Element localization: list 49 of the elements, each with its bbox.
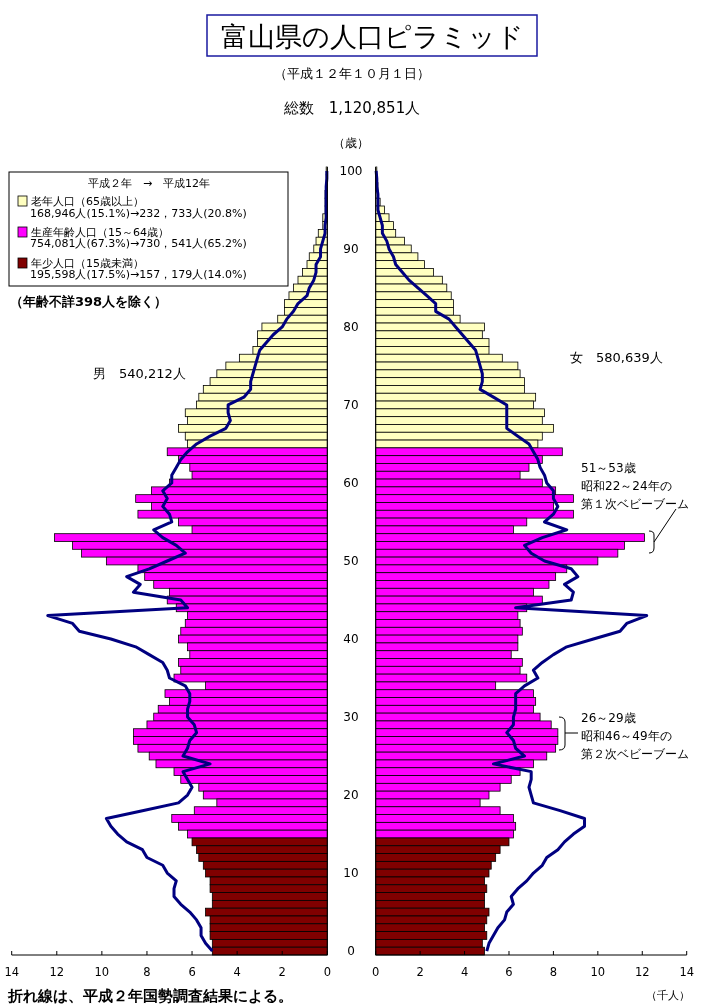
y-tick-label: 40 xyxy=(343,632,359,647)
x-tick-label: 12 xyxy=(49,965,65,979)
annotation: 754,081人(67.3%)→730，541人(65.2%) xyxy=(30,237,247,250)
x-tick-label: 0 xyxy=(323,965,331,979)
annotation: 昭和22～24年の xyxy=(581,479,672,493)
y-tick-label: 0 xyxy=(347,944,355,959)
x-tick-label: 8 xyxy=(549,965,558,979)
y-tick-label: 90 xyxy=(343,241,359,256)
x-tick-label: 6 xyxy=(505,965,513,979)
x-tick-label: 2 xyxy=(278,965,286,979)
annotation: 195,598人(17.5%)→157，179人(14.0%) xyxy=(30,268,247,281)
text: 折れ線は、平成２年国勢調査結果による。 xyxy=(7,987,293,1005)
annotation: 女 580,639人 xyxy=(570,350,663,365)
y-tick-label: 30 xyxy=(343,710,359,725)
y-tick-label: 100 xyxy=(339,163,363,178)
x-tick-label: 8 xyxy=(143,965,151,979)
annotation: 51～53歳 xyxy=(581,461,636,475)
x-tick-label: 4 xyxy=(233,965,241,979)
x-tick-label: 12 xyxy=(634,965,650,979)
y-tick-label: 70 xyxy=(343,397,359,412)
text: 総数 1,120,851人 xyxy=(282,99,421,117)
x-tick-label: 2 xyxy=(416,965,424,979)
legend-title: 平成２年 → 平成12年 xyxy=(87,177,211,190)
x-tick-label: 6 xyxy=(188,965,196,979)
x-tick-label: 14 xyxy=(4,965,20,979)
x-tick-label: 14 xyxy=(679,965,695,979)
annotation: 男 540,212人 xyxy=(93,366,186,381)
chart-subtitle: （平成１２年１０月１日） xyxy=(274,66,430,81)
annotation: 昭和46～49年の xyxy=(581,729,672,743)
legend-label: 生産年齢人口（15～64歳） xyxy=(31,226,169,239)
y-tick-label: 50 xyxy=(343,554,359,568)
y-tick-label: 80 xyxy=(343,319,359,334)
x-tick-label: 0 xyxy=(372,965,380,979)
legend-label: 老年人口（65歳以上） xyxy=(31,195,144,208)
y-tick-label: 60 xyxy=(343,475,359,490)
y-tick-label: 20 xyxy=(343,788,359,803)
annotation: 第２次ベビーブーム xyxy=(581,747,689,761)
annotation: 第１次ベビーブーム xyxy=(581,497,689,511)
annotation: （年齢不詳398人を除く） xyxy=(10,294,168,309)
annotation: 26～29歳 xyxy=(581,711,636,725)
x-tick-label: 4 xyxy=(460,965,469,979)
legend-label: 年少人口（15歳未満） xyxy=(31,257,144,270)
x-tick-label: 10 xyxy=(590,965,606,979)
annotation: 168,946人(15.1%)→232，733人(20.8%) xyxy=(30,207,247,220)
x-axis-title: （千人） xyxy=(646,989,690,1002)
x-tick-label: 10 xyxy=(94,965,110,979)
chart-title: 富山県の人口ピラミッド xyxy=(220,21,524,52)
y-axis-title: （歳） xyxy=(333,136,369,150)
y-tick-label: 10 xyxy=(343,866,359,881)
